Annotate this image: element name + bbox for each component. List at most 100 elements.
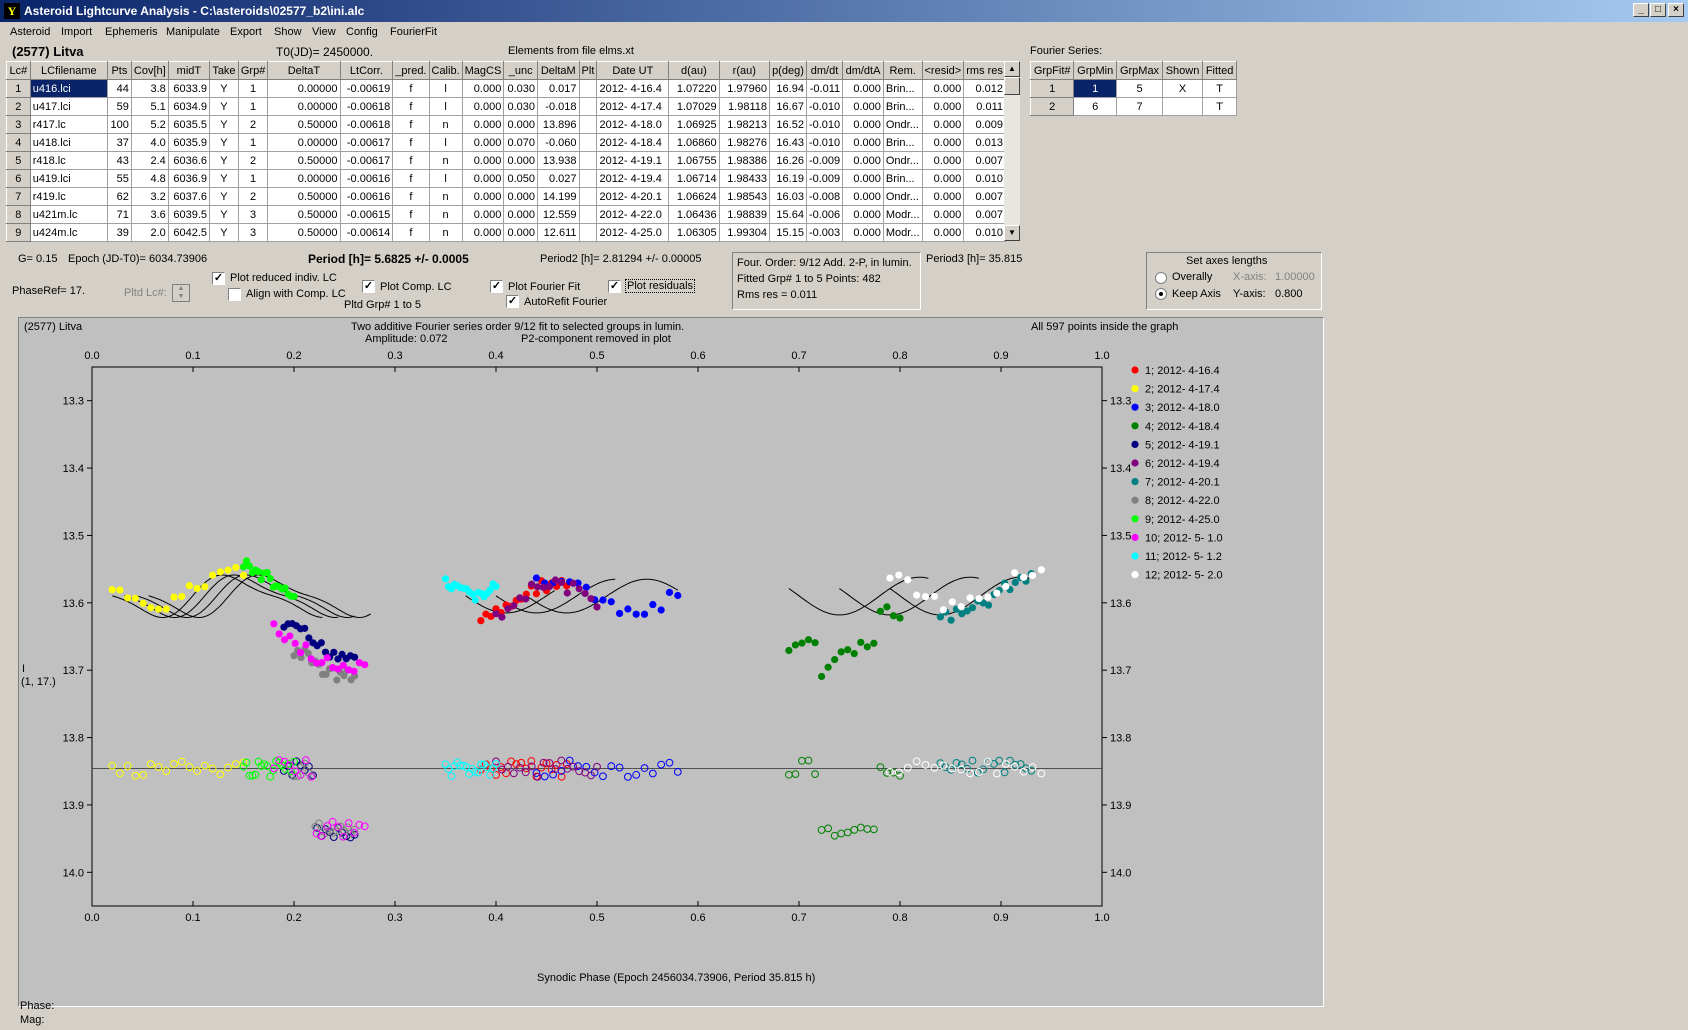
lc-col-header[interactable]: DeltaM — [536, 61, 580, 80]
table-cell[interactable]: -0.00617 — [339, 133, 394, 152]
table-cell[interactable]: 7 — [1116, 97, 1163, 116]
lc-col-header[interactable]: Pts — [106, 61, 132, 80]
table-cell[interactable]: f — [392, 187, 430, 206]
table-cell[interactable]: 4.0 — [130, 133, 169, 152]
maximize-button[interactable]: □ — [1650, 3, 1666, 17]
lc-col-header[interactable]: <resid> — [921, 61, 965, 80]
table-cell[interactable]: 0.007 — [963, 205, 1006, 224]
table-cell[interactable]: 0.000 — [461, 151, 505, 170]
table-cell[interactable]: 1.98386 — [718, 151, 770, 170]
table-cell[interactable]: 1 — [237, 169, 269, 188]
table-cell[interactable]: 1.06436 — [668, 205, 720, 224]
table-cell[interactable]: n — [428, 205, 463, 224]
table-cell[interactable]: u417.lci — [29, 97, 108, 116]
lc-col-header[interactable]: LtCorr. — [339, 61, 394, 80]
table-cell[interactable]: 0.011 — [963, 97, 1006, 116]
table-row[interactable]: 9 u424m.lc 39 2.0 6042.5 Y 3 0.50000 -0.00614 f n 0… — [6, 223, 1006, 242]
table-cell[interactable]: Brin... — [882, 79, 923, 98]
table-cell[interactable]: f — [392, 97, 430, 116]
table-cell[interactable]: 1 — [237, 133, 269, 152]
minimize-button[interactable]: _ — [1633, 3, 1649, 17]
table-cell[interactable]: 1.06714 — [668, 169, 720, 188]
table-cell[interactable]: Brin... — [882, 97, 923, 116]
table-cell[interactable]: 1.06755 — [668, 151, 720, 170]
menu-view[interactable]: View — [312, 26, 336, 38]
table-row[interactable]: 1 u416.lci 44 3.8 6033.9 Y 1 0.00000 -0.00619 f l 0… — [6, 79, 1006, 98]
lc-col-header[interactable]: Grp# — [237, 61, 269, 80]
table-cell[interactable]: 0.000 — [921, 187, 965, 206]
table-cell[interactable]: 3.6 — [130, 205, 169, 224]
table-cell[interactable]: 6035.9 — [167, 133, 211, 152]
scroll-up-icon[interactable]: ▲ — [1004, 61, 1020, 77]
table-cell[interactable]: r418.lc — [29, 151, 108, 170]
table-cell[interactable]: 0.000 — [921, 133, 965, 152]
table-cell[interactable]: 1 — [1073, 79, 1118, 98]
table-cell[interactable]: 1.06860 — [668, 133, 720, 152]
table-cell[interactable]: 0.009 — [963, 115, 1006, 134]
table-cell[interactable]: 0.000 — [461, 133, 505, 152]
table-cell[interactable]: -0.010 — [805, 97, 844, 116]
table-cell[interactable]: 8 — [6, 205, 31, 224]
lc-col-header[interactable]: DeltaT — [267, 61, 341, 80]
table-cell[interactable]: 0.00000 — [267, 79, 341, 98]
table-cell[interactable]: 2012- 4-18.4 — [596, 133, 670, 152]
table-cell[interactable]: 13.896 — [536, 115, 580, 134]
table-cell[interactable]: -0.00616 — [339, 187, 394, 206]
menu-import[interactable]: Import — [61, 26, 93, 38]
table-cell[interactable]: 0.010 — [963, 169, 1006, 188]
table-cell[interactable]: 55 — [106, 169, 132, 188]
table-cell[interactable]: 1 — [1029, 79, 1075, 98]
menu-asteroid[interactable]: Asteroid — [10, 26, 51, 38]
lc-col-header[interactable]: _pred. — [392, 61, 430, 80]
fourier-col-header[interactable]: GrpFit# — [1029, 61, 1075, 80]
table-cell[interactable]: f — [392, 79, 430, 98]
fourier-col-header[interactable]: Shown — [1161, 61, 1204, 80]
table-cell[interactable]: r417.lc — [29, 115, 108, 134]
plot-reduced-checkbox[interactable]: ✓ — [212, 272, 225, 285]
keep-axis-radio[interactable] — [1155, 288, 1167, 300]
table-cell[interactable]: 0.000 — [503, 223, 538, 242]
table-cell[interactable]: 2 — [1029, 97, 1075, 116]
table-cell[interactable]: 59 — [106, 97, 132, 116]
table-cell[interactable]: 6 — [6, 169, 31, 188]
table-cell[interactable]: 6033.9 — [167, 79, 211, 98]
table-cell[interactable]: 2012- 4-18.0 — [596, 115, 670, 134]
table-cell[interactable]: 5 — [6, 151, 31, 170]
fourier-col-header[interactable]: GrpMin — [1073, 61, 1118, 80]
table-cell[interactable]: 1.07029 — [668, 97, 720, 116]
table-cell[interactable]: n — [428, 151, 463, 170]
table-cell[interactable]: 6036.6 — [167, 151, 211, 170]
table-cell[interactable]: 0.00000 — [267, 169, 341, 188]
table-cell[interactable]: 0.030 — [503, 79, 538, 98]
table-cell[interactable]: 0.00000 — [267, 133, 341, 152]
table-cell[interactable]: 3.2 — [130, 187, 169, 206]
table-cell[interactable]: T — [1202, 79, 1237, 98]
table-cell[interactable]: 2.4 — [130, 151, 169, 170]
menu-ephemeris[interactable]: Ephemeris — [105, 26, 158, 38]
table-cell[interactable]: n — [428, 187, 463, 206]
table-cell[interactable]: X — [1161, 79, 1204, 98]
table-cell[interactable]: -0.00616 — [339, 169, 394, 188]
table-cell[interactable]: 0.000 — [461, 169, 505, 188]
align-comp-checkbox[interactable] — [228, 288, 241, 301]
table-cell[interactable]: 1.07220 — [668, 79, 720, 98]
table-cell[interactable]: Ondr... — [882, 151, 923, 170]
table-cell[interactable] — [578, 205, 598, 224]
table-cell[interactable]: 1.06305 — [668, 223, 720, 242]
table-cell[interactable]: l — [428, 79, 463, 98]
table-cell[interactable]: 0.000 — [921, 79, 965, 98]
table-cell[interactable]: 44 — [106, 79, 132, 98]
table-cell[interactable]: 15.64 — [768, 205, 807, 224]
table-cell[interactable]: 3.8 — [130, 79, 169, 98]
lc-col-header[interactable]: dm/dtA — [842, 61, 884, 80]
lightcurve-plot[interactable]: (2577) Litva Two additive Fourier series… — [18, 317, 1324, 1007]
table-cell[interactable]: 2.0 — [130, 223, 169, 242]
table-cell[interactable]: 1.98543 — [718, 187, 770, 206]
table-cell[interactable]: -0.010 — [805, 115, 844, 134]
lc-col-header[interactable]: midT — [167, 61, 211, 80]
table-cell[interactable]: 0.000 — [461, 187, 505, 206]
table-cell[interactable]: 2 — [237, 187, 269, 206]
table-cell[interactable]: 6042.5 — [167, 223, 211, 242]
table-cell[interactable]: -0.00617 — [339, 151, 394, 170]
table-cell[interactable]: 0.017 — [536, 79, 580, 98]
